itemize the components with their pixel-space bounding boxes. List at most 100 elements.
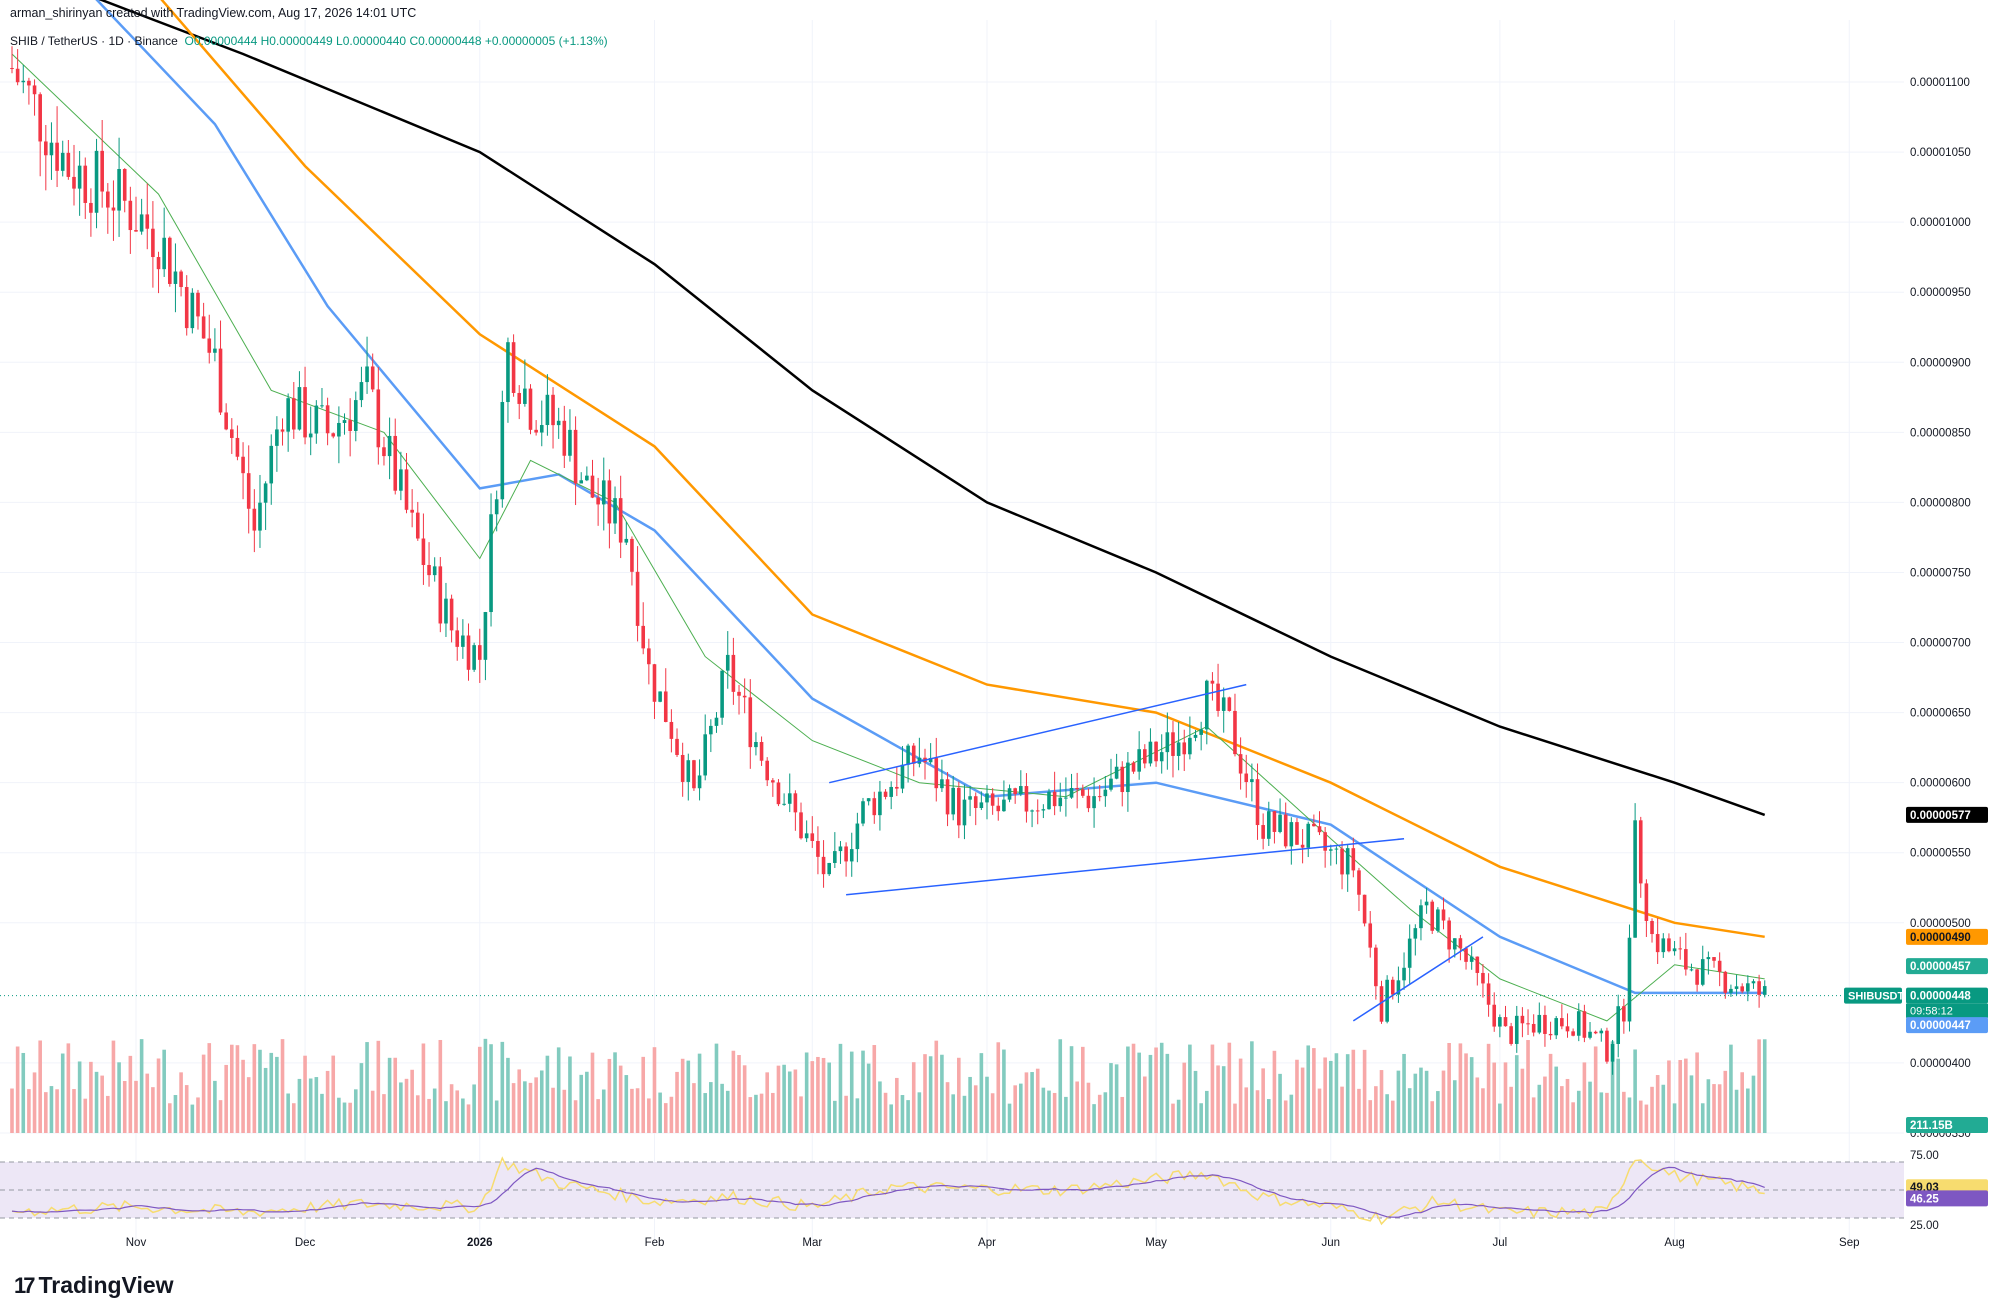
candle-body[interactable] xyxy=(866,798,871,802)
candle-body[interactable] xyxy=(246,473,251,509)
candle-body[interactable] xyxy=(737,691,741,696)
candle-body[interactable] xyxy=(793,793,798,813)
candle-body[interactable] xyxy=(1582,1011,1587,1038)
candle-body[interactable] xyxy=(1283,814,1288,847)
candle-body[interactable] xyxy=(821,856,826,875)
candle-body[interactable] xyxy=(1751,981,1756,984)
candle-body[interactable] xyxy=(27,80,31,86)
candle-body[interactable] xyxy=(376,389,381,448)
candle-body[interactable] xyxy=(207,338,212,353)
candle-body[interactable] xyxy=(641,625,646,649)
candle-body[interactable] xyxy=(1210,680,1215,684)
time-axis[interactable]: Nov Dec 2026 Feb Mar Apr May Jun Jul Aug Sep xyxy=(126,1237,1860,1249)
candle-body[interactable] xyxy=(1345,848,1350,875)
candle-body[interactable] xyxy=(190,292,195,329)
candle-body[interactable] xyxy=(630,538,634,572)
candle-body[interactable] xyxy=(1199,729,1203,735)
candle-body[interactable] xyxy=(196,292,200,317)
candle-body[interactable] xyxy=(1689,969,1694,971)
candle-body[interactable] xyxy=(387,435,392,457)
candle-body[interactable] xyxy=(973,796,978,809)
candle-body[interactable] xyxy=(1622,1006,1626,1022)
candle-body[interactable] xyxy=(1650,920,1654,935)
candle-body[interactable] xyxy=(539,425,544,433)
candle-body[interactable] xyxy=(94,150,99,213)
candle-body[interactable] xyxy=(1340,848,1344,875)
candle-body[interactable] xyxy=(263,483,268,503)
candle-body[interactable] xyxy=(1475,956,1480,973)
candle-body[interactable] xyxy=(545,394,550,426)
symbol-tag[interactable]: SHIBUSDT xyxy=(1848,991,1905,1003)
candle-body[interactable] xyxy=(156,257,161,270)
candle-body[interactable] xyxy=(528,388,533,430)
candle-body[interactable] xyxy=(1064,797,1068,799)
candle-body[interactable] xyxy=(709,725,713,735)
candle-body[interactable] xyxy=(618,498,623,543)
candle-body[interactable] xyxy=(399,469,403,491)
candle-body[interactable] xyxy=(1413,928,1418,939)
candle-body[interactable] xyxy=(1137,749,1141,772)
candle-body[interactable] xyxy=(883,791,888,797)
candle-body[interactable] xyxy=(404,469,409,510)
candle-body[interactable] xyxy=(421,538,426,565)
candle-body[interactable] xyxy=(1717,960,1722,972)
candle-body[interactable] xyxy=(680,754,685,782)
candle-body[interactable] xyxy=(229,429,234,438)
candle-body[interactable] xyxy=(1374,947,1378,987)
candle-body[interactable] xyxy=(241,456,245,474)
candle-body[interactable] xyxy=(1537,1014,1542,1033)
candle-body[interactable] xyxy=(928,758,933,763)
candle-body[interactable] xyxy=(286,398,290,432)
candle-body[interactable] xyxy=(1250,779,1254,783)
candle-body[interactable] xyxy=(1368,923,1373,948)
candle-body[interactable] xyxy=(1126,762,1130,793)
candle-body[interactable] xyxy=(1430,901,1435,931)
candle-body[interactable] xyxy=(444,598,448,624)
candle-body[interactable] xyxy=(1436,909,1440,931)
candle-body[interactable] xyxy=(844,846,848,862)
candle-body[interactable] xyxy=(742,695,747,698)
candlesticks[interactable] xyxy=(10,46,1767,1075)
trendline[interactable] xyxy=(1352,936,1484,1022)
candle-body[interactable] xyxy=(449,598,454,631)
candle-body[interactable] xyxy=(410,509,414,513)
candle-body[interactable] xyxy=(348,420,352,431)
candle-body[interactable] xyxy=(1706,957,1711,960)
candle-body[interactable] xyxy=(1593,1031,1598,1034)
candle-body[interactable] xyxy=(1498,1017,1502,1027)
candle-body[interactable] xyxy=(1244,773,1249,783)
candle-body[interactable] xyxy=(1667,938,1671,952)
candle-body[interactable] xyxy=(1599,1030,1604,1034)
candle-body[interactable] xyxy=(184,287,189,329)
candle-body[interactable] xyxy=(1362,894,1367,924)
candle-body[interactable] xyxy=(1481,972,1485,984)
trendline[interactable] xyxy=(846,837,1405,896)
candle-body[interactable] xyxy=(1447,920,1451,950)
candle-body[interactable] xyxy=(1762,986,1767,995)
candle-body[interactable] xyxy=(1075,787,1079,790)
candle-body[interactable] xyxy=(635,571,640,626)
candle-body[interactable] xyxy=(697,775,702,789)
candle-body[interactable] xyxy=(1328,849,1333,851)
candle-body[interactable] xyxy=(1576,1011,1581,1036)
candle-body[interactable] xyxy=(759,741,764,761)
candle-body[interactable] xyxy=(1233,710,1237,755)
candle-body[interactable] xyxy=(438,566,443,624)
candle-body[interactable] xyxy=(900,764,905,789)
candle-body[interactable] xyxy=(179,271,183,288)
rsi-pane[interactable] xyxy=(0,1156,1904,1226)
candle-body[interactable] xyxy=(83,165,88,203)
candle-body[interactable] xyxy=(979,802,984,809)
candle-body[interactable] xyxy=(658,691,662,702)
candle-body[interactable] xyxy=(353,400,358,431)
candle-body[interactable] xyxy=(804,833,809,839)
candle-body[interactable] xyxy=(889,786,893,797)
candle-body[interactable] xyxy=(686,760,691,782)
candle-body[interactable] xyxy=(55,142,59,171)
candle-body[interactable] xyxy=(585,475,589,481)
candle-body[interactable] xyxy=(1695,969,1699,985)
candle-body[interactable] xyxy=(714,717,719,726)
candle-body[interactable] xyxy=(1317,826,1322,833)
candle-body[interactable] xyxy=(996,805,1001,812)
candle-body[interactable] xyxy=(151,228,155,258)
